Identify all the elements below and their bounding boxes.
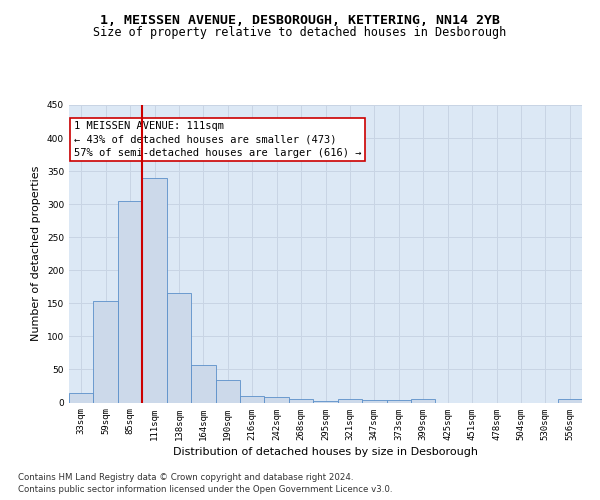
Bar xyxy=(265,396,289,402)
Text: Contains HM Land Registry data © Crown copyright and database right 2024.: Contains HM Land Registry data © Crown c… xyxy=(18,472,353,482)
X-axis label: Distribution of detached houses by size in Desborough: Distribution of detached houses by size … xyxy=(173,446,478,456)
Bar xyxy=(411,399,436,402)
Bar xyxy=(289,398,313,402)
Y-axis label: Number of detached properties: Number of detached properties xyxy=(31,166,41,342)
Bar xyxy=(142,178,167,402)
Bar xyxy=(338,399,362,402)
Bar xyxy=(240,396,265,402)
Text: 1 MEISSEN AVENUE: 111sqm
← 43% of detached houses are smaller (473)
57% of semi-: 1 MEISSEN AVENUE: 111sqm ← 43% of detach… xyxy=(74,122,362,158)
Text: Contains public sector information licensed under the Open Government Licence v3: Contains public sector information licen… xyxy=(18,485,392,494)
Bar xyxy=(362,400,386,402)
Bar xyxy=(69,392,94,402)
Bar xyxy=(557,399,582,402)
Bar xyxy=(386,400,411,402)
Bar xyxy=(94,302,118,402)
Text: 1, MEISSEN AVENUE, DESBOROUGH, KETTERING, NN14 2YB: 1, MEISSEN AVENUE, DESBOROUGH, KETTERING… xyxy=(100,14,500,27)
Bar xyxy=(118,201,142,402)
Bar xyxy=(167,294,191,403)
Text: Size of property relative to detached houses in Desborough: Size of property relative to detached ho… xyxy=(94,26,506,39)
Bar xyxy=(191,365,215,403)
Bar xyxy=(215,380,240,402)
Bar xyxy=(313,400,338,402)
